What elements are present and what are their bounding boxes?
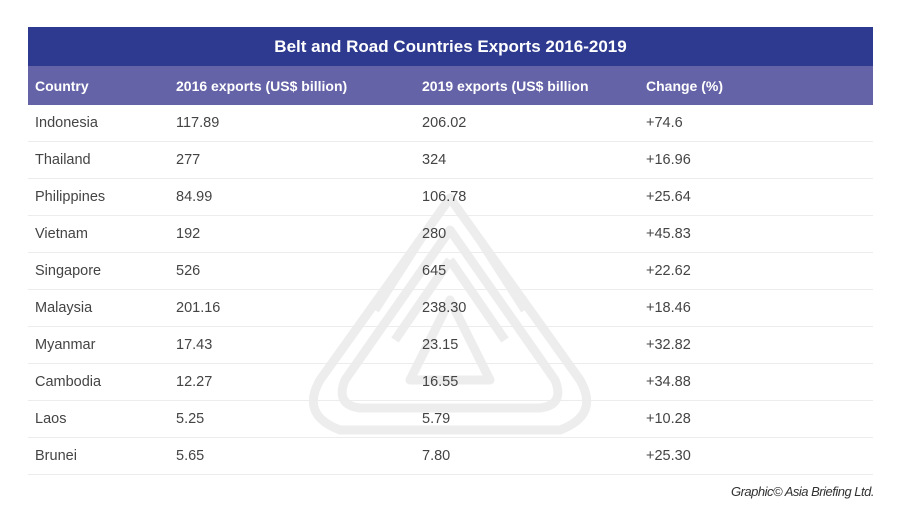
table-row: Cambodia 12.27 16.55 +34.88 <box>28 364 873 401</box>
cell-exports-2016: 17.43 <box>176 337 213 353</box>
cell-exports-2016: 5.65 <box>176 448 205 464</box>
cell-change: +74.6 <box>646 115 683 131</box>
cell-exports-2016: 192 <box>176 226 201 242</box>
table-row: Singapore 526 645 +22.62 <box>28 253 873 290</box>
cell-country: Myanmar <box>35 337 96 353</box>
cell-change: +45.83 <box>646 226 691 242</box>
cell-country: Thailand <box>35 152 91 168</box>
cell-change: +18.46 <box>646 300 691 316</box>
cell-change: +10.28 <box>646 411 691 427</box>
column-header-change: Change (%) <box>646 77 723 94</box>
table-row: Indonesia 117.89 206.02 +74.6 <box>28 105 873 142</box>
cell-country: Singapore <box>35 263 102 279</box>
cell-exports-2016: 12.27 <box>176 374 213 390</box>
cell-exports-2016: 277 <box>176 152 201 168</box>
column-header-2019: 2019 exports (US$ billion <box>422 77 589 94</box>
cell-exports-2016: 84.99 <box>176 189 213 205</box>
table-row: Thailand 277 324 +16.96 <box>28 142 873 179</box>
table-row: Vietnam 192 280 +45.83 <box>28 216 873 253</box>
watermark-logo-icon <box>308 193 592 435</box>
table-header-row: Country 2016 exports (US$ billion) 2019 … <box>28 66 873 105</box>
cell-country: Brunei <box>35 448 77 464</box>
cell-exports-2019: 5.79 <box>422 411 451 427</box>
table-row: Malaysia 201.16 238.30 +18.46 <box>28 290 873 327</box>
cell-country: Philippines <box>35 189 106 205</box>
cell-change: +32.82 <box>646 337 691 353</box>
column-header-2016: 2016 exports (US$ billion) <box>176 77 348 94</box>
cell-change: +25.30 <box>646 448 691 464</box>
cell-country: Malaysia <box>35 300 93 316</box>
cell-exports-2019: 324 <box>422 152 447 168</box>
cell-exports-2016: 526 <box>176 263 201 279</box>
cell-exports-2019: 645 <box>422 263 447 279</box>
exports-table: Belt and Road Countries Exports 2016-201… <box>28 27 873 475</box>
cell-change: +34.88 <box>646 374 691 390</box>
cell-country: Laos <box>35 411 67 427</box>
cell-exports-2019: 206.02 <box>422 115 467 131</box>
cell-exports-2019: 16.55 <box>422 374 459 390</box>
cell-country: Vietnam <box>35 226 88 242</box>
cell-exports-2019: 238.30 <box>422 300 467 316</box>
credit-text: Graphic© Asia Briefing Ltd. <box>730 484 875 499</box>
cell-exports-2019: 280 <box>422 226 447 242</box>
cell-country: Cambodia <box>35 374 102 390</box>
cell-change: +16.96 <box>646 152 691 168</box>
cell-exports-2019: 7.80 <box>422 448 451 464</box>
column-header-country: Country <box>35 77 89 94</box>
cell-exports-2016: 5.25 <box>176 411 205 427</box>
table-row: Philippines 84.99 106.78 +25.64 <box>28 179 873 216</box>
table-row: Myanmar 17.43 23.15 +32.82 <box>28 327 873 364</box>
cell-change: +25.64 <box>646 189 691 205</box>
cell-country: Indonesia <box>35 115 98 131</box>
cell-exports-2016: 201.16 <box>176 300 221 316</box>
cell-exports-2019: 106.78 <box>422 189 467 205</box>
table-row: Brunei 5.65 7.80 +25.30 <box>28 438 873 475</box>
table-title: Belt and Road Countries Exports 2016-201… <box>28 27 873 66</box>
cell-change: +22.62 <box>646 263 691 279</box>
cell-exports-2019: 23.15 <box>422 337 459 353</box>
table-row: Laos 5.25 5.79 +10.28 <box>28 401 873 438</box>
cell-exports-2016: 117.89 <box>176 115 220 131</box>
